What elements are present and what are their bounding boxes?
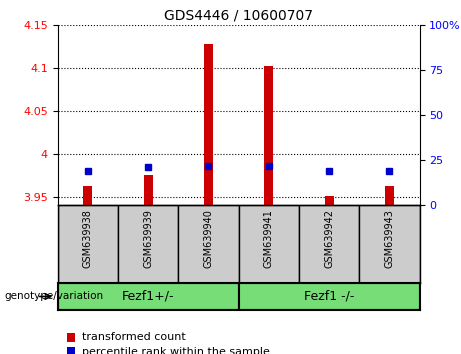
Bar — [204, 44, 213, 205]
Bar — [143, 175, 153, 205]
Bar — [83, 185, 92, 205]
Bar — [299, 205, 359, 283]
Text: transformed count: transformed count — [82, 332, 186, 342]
Bar — [67, 348, 75, 354]
Text: Fezf1+/-: Fezf1+/- — [122, 290, 174, 303]
Text: GSM639940: GSM639940 — [203, 209, 213, 268]
Bar — [58, 283, 239, 310]
Text: genotype/variation: genotype/variation — [5, 291, 104, 302]
Text: percentile rank within the sample: percentile rank within the sample — [82, 347, 270, 354]
Text: Fezf1 -/-: Fezf1 -/- — [304, 290, 354, 303]
Bar — [67, 333, 75, 342]
Title: GDS4446 / 10600707: GDS4446 / 10600707 — [164, 8, 313, 22]
Bar — [385, 185, 394, 205]
Bar — [325, 196, 334, 205]
Bar — [359, 205, 420, 283]
Bar — [239, 205, 299, 283]
Bar — [118, 205, 178, 283]
Text: GSM639939: GSM639939 — [143, 209, 153, 268]
Text: GSM639943: GSM639943 — [384, 209, 394, 268]
Bar — [239, 283, 420, 310]
Bar — [264, 66, 273, 205]
Text: GSM639942: GSM639942 — [324, 209, 334, 268]
Text: GSM639941: GSM639941 — [264, 209, 274, 268]
Text: GSM639938: GSM639938 — [83, 209, 93, 268]
Bar — [58, 205, 118, 283]
Bar — [178, 205, 239, 283]
